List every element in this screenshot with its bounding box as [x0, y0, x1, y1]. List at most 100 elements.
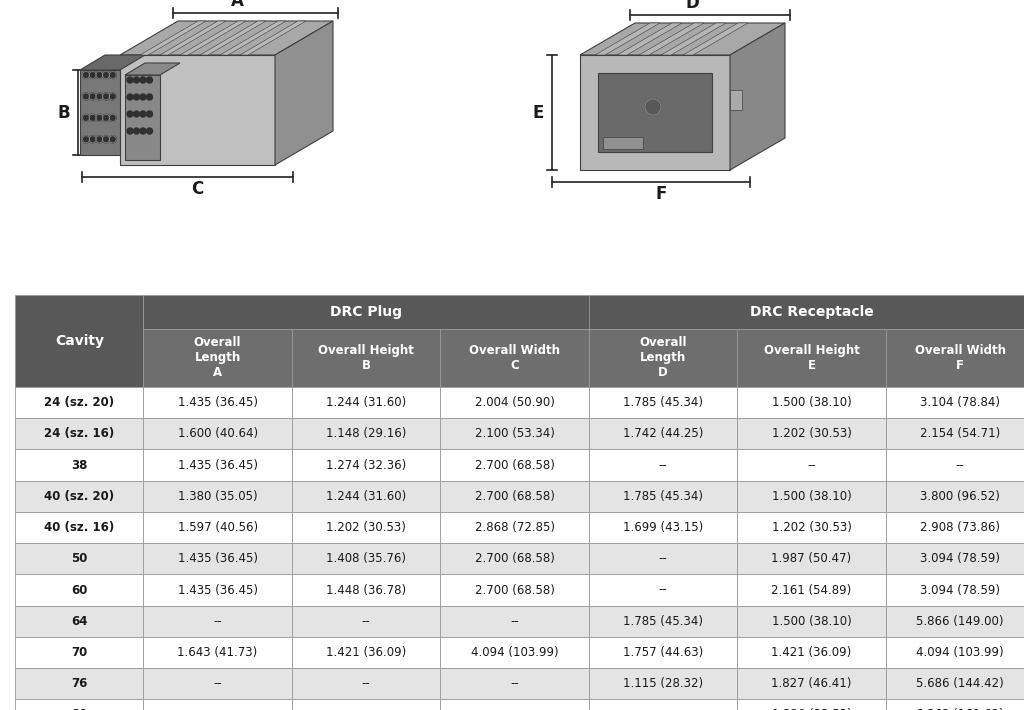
- Bar: [886, 637, 1024, 668]
- Text: D: D: [685, 0, 698, 12]
- Text: 2.154 (54.71): 2.154 (54.71): [920, 427, 1000, 440]
- Polygon shape: [80, 55, 145, 70]
- Bar: [440, 606, 589, 637]
- Text: 1.320 (33.53): 1.320 (33.53): [772, 709, 851, 710]
- Text: 1.785 (45.34): 1.785 (45.34): [623, 396, 703, 409]
- Bar: [737, 418, 886, 449]
- Text: 2.908 (73.86): 2.908 (73.86): [920, 521, 1000, 534]
- Bar: [143, 329, 292, 387]
- Bar: [143, 574, 292, 606]
- Bar: [292, 543, 440, 574]
- Text: 2.100 (53.34): 2.100 (53.34): [474, 427, 555, 440]
- Bar: [737, 637, 886, 668]
- Text: Overall Width
C: Overall Width C: [469, 344, 560, 372]
- Circle shape: [146, 94, 153, 100]
- Circle shape: [645, 99, 662, 115]
- Bar: [440, 574, 589, 606]
- Bar: [886, 699, 1024, 710]
- Text: 1.757 (44.63): 1.757 (44.63): [623, 646, 703, 659]
- Text: --: --: [510, 709, 519, 710]
- Bar: [143, 637, 292, 668]
- Circle shape: [89, 72, 96, 79]
- Polygon shape: [220, 21, 286, 55]
- Bar: [589, 512, 737, 543]
- Text: 5.686 (144.42): 5.686 (144.42): [916, 677, 1004, 690]
- Bar: [292, 329, 440, 387]
- Circle shape: [140, 77, 146, 83]
- Bar: [589, 329, 737, 387]
- Text: 1.785 (45.34): 1.785 (45.34): [623, 490, 703, 503]
- Text: 3.094 (78.59): 3.094 (78.59): [920, 584, 1000, 596]
- Text: 1.435 (36.45): 1.435 (36.45): [177, 459, 258, 471]
- Circle shape: [110, 114, 116, 121]
- Bar: [886, 481, 1024, 512]
- Bar: [292, 668, 440, 699]
- Text: 1.597 (40.56): 1.597 (40.56): [177, 521, 258, 534]
- Text: 1.421 (36.09): 1.421 (36.09): [771, 646, 852, 659]
- Text: 2.700 (68.58): 2.700 (68.58): [474, 552, 555, 565]
- Text: 1.244 (31.60): 1.244 (31.60): [326, 490, 407, 503]
- Bar: [143, 449, 292, 481]
- Text: 3.094 (78.59): 3.094 (78.59): [920, 552, 1000, 565]
- Bar: [589, 699, 737, 710]
- Bar: [15, 543, 143, 574]
- Circle shape: [133, 111, 139, 117]
- Text: Overall
Length
D: Overall Length D: [639, 337, 687, 379]
- Bar: [440, 637, 589, 668]
- Text: DRC Receptacle: DRC Receptacle: [750, 305, 873, 319]
- Polygon shape: [200, 21, 266, 55]
- Bar: [589, 668, 737, 699]
- Bar: [143, 418, 292, 449]
- Text: 3.104 (78.84): 3.104 (78.84): [920, 396, 1000, 409]
- Text: 1.435 (36.45): 1.435 (36.45): [177, 552, 258, 565]
- Circle shape: [140, 128, 146, 134]
- Circle shape: [127, 77, 133, 83]
- Bar: [15, 699, 143, 710]
- Bar: [886, 512, 1024, 543]
- Text: 1.202 (30.53): 1.202 (30.53): [771, 427, 852, 440]
- Bar: [737, 481, 886, 512]
- Circle shape: [146, 128, 153, 134]
- Bar: [15, 606, 143, 637]
- Bar: [292, 606, 440, 637]
- Text: --: --: [510, 677, 519, 690]
- Bar: [292, 481, 440, 512]
- Text: 2.700 (68.58): 2.700 (68.58): [474, 490, 555, 503]
- Polygon shape: [730, 90, 742, 110]
- Text: 64: 64: [71, 615, 88, 628]
- Text: Overall Height
E: Overall Height E: [764, 344, 859, 372]
- Circle shape: [89, 93, 96, 100]
- Text: 1.987 (50.47): 1.987 (50.47): [771, 552, 852, 565]
- Bar: [886, 668, 1024, 699]
- Text: DRC Plug: DRC Plug: [330, 305, 402, 319]
- Circle shape: [102, 136, 110, 143]
- Text: --: --: [658, 584, 668, 596]
- Text: 4.094 (103.99): 4.094 (103.99): [916, 646, 1004, 659]
- Bar: [143, 699, 292, 710]
- Polygon shape: [683, 23, 748, 55]
- Text: 1.148 (29.16): 1.148 (29.16): [326, 427, 407, 440]
- Bar: [440, 387, 589, 418]
- Bar: [886, 543, 1024, 574]
- Bar: [143, 387, 292, 418]
- Bar: [15, 418, 143, 449]
- Text: 70: 70: [72, 646, 87, 659]
- Text: 5.866 (149.00): 5.866 (149.00): [916, 615, 1004, 628]
- Circle shape: [102, 93, 110, 100]
- Circle shape: [83, 93, 89, 100]
- Text: 40 (sz. 20): 40 (sz. 20): [44, 490, 115, 503]
- Bar: [737, 543, 886, 574]
- Bar: [737, 699, 886, 710]
- Bar: [440, 699, 589, 710]
- Circle shape: [127, 94, 133, 100]
- Circle shape: [133, 77, 139, 83]
- Bar: [737, 387, 886, 418]
- Circle shape: [146, 111, 153, 117]
- Circle shape: [127, 128, 133, 134]
- Text: 1.435 (36.45): 1.435 (36.45): [177, 396, 258, 409]
- Text: 24 (sz. 20): 24 (sz. 20): [44, 396, 115, 409]
- Text: 2.868 (72.85): 2.868 (72.85): [474, 521, 555, 534]
- Bar: [15, 481, 143, 512]
- Text: 1.115 (28.32): 1.115 (28.32): [623, 677, 703, 690]
- Circle shape: [110, 93, 116, 100]
